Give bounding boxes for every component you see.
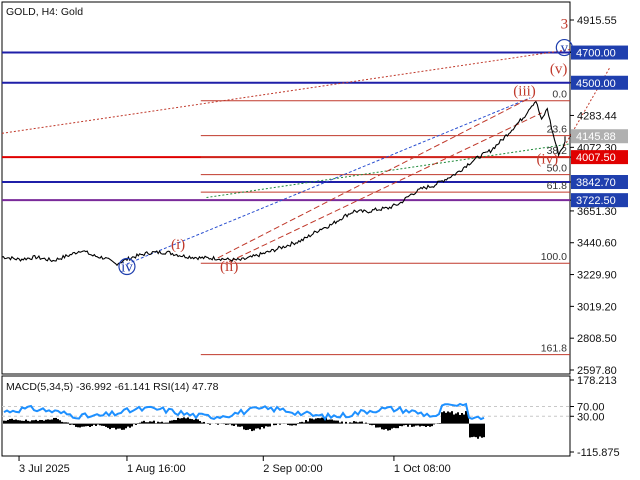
price-series: [1, 100, 566, 267]
y-tick-label: 3019.20: [577, 301, 617, 313]
wave-labels: 3 v (v) (iii) (iv) (i) (ii) iv: [118, 16, 573, 276]
wave-label-3: 3: [561, 16, 569, 32]
price-tag-bg-4007.50: [571, 150, 628, 165]
x-tick-label: 1 Aug 16:00: [127, 463, 186, 475]
symbol-label: GOLD, H4: Gold: [6, 6, 83, 18]
wave-label-(iii): (iii): [513, 84, 536, 100]
indicator-title: MACD(5,34,5) -36.992 -61.141 RSI(14) 47.…: [6, 381, 219, 393]
y-tick-label: 3651.30: [577, 206, 617, 218]
y-tick-label: 3440.60: [577, 238, 617, 250]
ind-tick-label: 30.00: [577, 411, 605, 423]
x-axis-ticks: 3 Jul 2025 1 Aug 16:00 2 Sep 00:00 1 Oct 08…: [18, 456, 451, 475]
wave-label-(v): (v): [550, 62, 568, 78]
fib-label-61.8: 61.8: [547, 180, 568, 192]
price-tag-bg-4145.88: [571, 129, 628, 144]
wave-label-iv: iv: [121, 260, 133, 276]
price-tags: 4700.00 4500.00 4145.88 4007.50 3842.70 3722.…: [571, 45, 628, 208]
rsi-line: [3, 402, 485, 422]
wave-blue-trendline: [126, 97, 531, 265]
wave-label-(i): (i): [171, 237, 185, 253]
price-tag-4500.00: 4500.00: [576, 78, 616, 90]
fibonacci-retracement: 0.0 23.6 38.2 50.0 61.8 100.0 161.8: [200, 89, 570, 356]
x-tick-label: 2 Sep 00:00: [263, 463, 322, 475]
red-channel-upper: [217, 97, 531, 259]
fib-label-50.0: 50.0: [547, 163, 568, 175]
price-tag-bg-3842.70: [571, 175, 628, 190]
fib-label-0.0: 0.0: [552, 89, 567, 101]
horizontal-levels: [2, 51, 570, 202]
price-tag-bg-4500.00: [571, 75, 628, 90]
fib-label-38.2: 38.2: [547, 145, 568, 157]
fib-label-161.8: 161.8: [541, 343, 567, 355]
wave-label-v: v: [561, 41, 569, 57]
price-tag-bg-4700.00: [571, 45, 628, 60]
x-tick-label: 3 Jul 2025: [19, 463, 70, 475]
price-tag-3722.50: 3722.50: [576, 195, 616, 207]
y-tick-label: 2808.50: [577, 333, 617, 345]
close-price-line: [1, 100, 566, 267]
fib-label-100.0: 100.0: [541, 251, 567, 263]
price-tag-4145.88: 4145.88: [576, 131, 616, 143]
wave-label-(ii): (ii): [220, 259, 238, 275]
ind-tick-label: 70.00: [577, 401, 605, 413]
main-plot-frame: [1, 1, 571, 375]
x-tick-label: 1 Oct 08:00: [394, 463, 451, 475]
red-channel-lower: [228, 112, 542, 263]
ind-tick-label: 178.213: [577, 375, 617, 387]
trend-lines: [1, 49, 611, 265]
wave-circle-iv: [118, 257, 136, 276]
ind-tick-label: -115.875: [577, 447, 620, 459]
fib-label-23.6: 23.6: [547, 124, 568, 136]
y-tick-label: 4915.55: [577, 15, 617, 27]
price-tag-4700.00: 4700.00: [576, 48, 616, 60]
price-tag-3842.70: 3842.70: [576, 177, 616, 189]
projection-line: [563, 67, 611, 147]
price-tag-bg-3722.50: [571, 193, 628, 208]
y-tick-label: 4283.44: [577, 110, 617, 122]
price-tag-4007.50: 4007.50: [576, 152, 616, 164]
green-trendline: [206, 143, 571, 199]
wave-label-(iv): (iv): [536, 152, 558, 168]
y-tick-label: 3229.90: [577, 270, 617, 282]
y-tick-label: 2597.80: [577, 365, 617, 377]
